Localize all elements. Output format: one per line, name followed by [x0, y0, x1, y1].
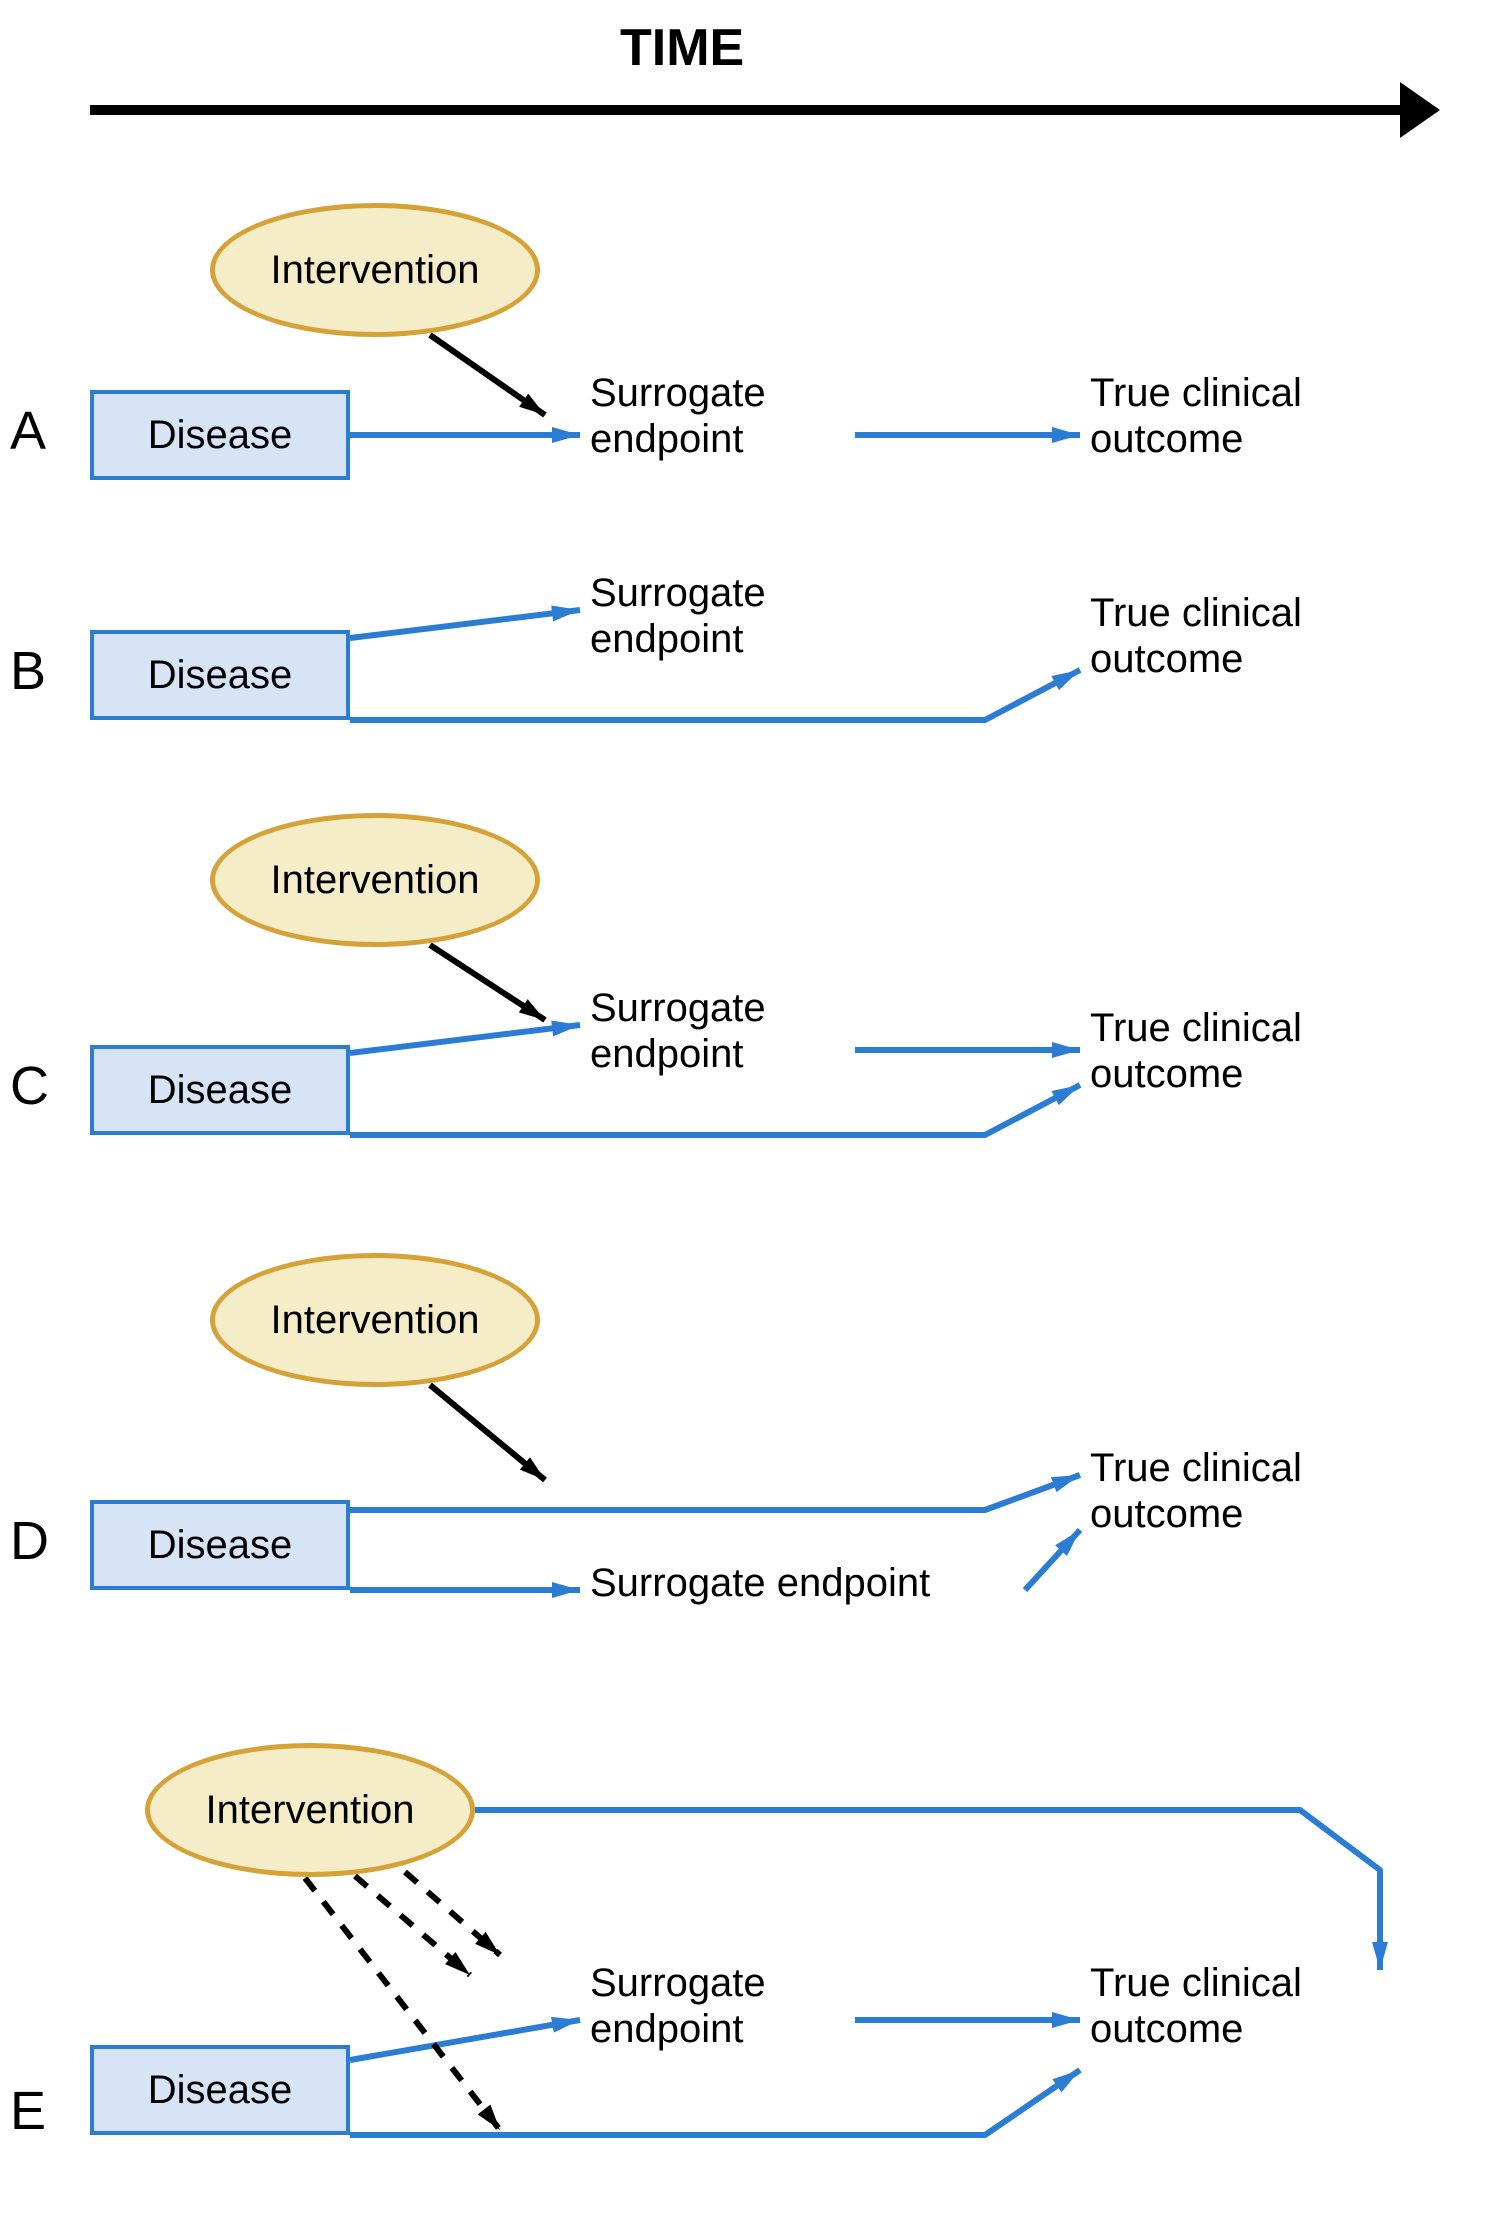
true-clinical-outcome-label: True clinicaloutcome	[1090, 590, 1302, 682]
true-clinical-outcome-label: True clinicaloutcome	[1090, 1960, 1302, 2052]
time-title: TIME	[620, 18, 744, 78]
panel-label-c: C	[10, 1055, 49, 1117]
disease-box: Disease	[90, 1500, 350, 1590]
surrogate-endpoint-label: Surrogateendpoint	[590, 570, 766, 662]
disease-box: Disease	[90, 1045, 350, 1135]
surrogate-endpoint-label: Surrogateendpoint	[590, 370, 766, 462]
intervention-ellipse: Intervention	[210, 813, 540, 947]
surrogate-endpoint-label: Surrogateendpoint	[590, 985, 766, 1077]
intervention-ellipse: Intervention	[145, 1743, 475, 1877]
panel-label-d: D	[10, 1510, 49, 1572]
diagram-canvas: TIME A Disease Intervention Surrogateendpoin…	[0, 0, 1491, 2229]
surrogate-endpoint-label: Surrogateendpoint	[590, 1960, 766, 2052]
surrogate-endpoint-label: Surrogate endpoint	[590, 1560, 930, 1606]
intervention-ellipse: Intervention	[210, 1253, 540, 1387]
true-clinical-outcome-label: True clinicaloutcome	[1090, 1005, 1302, 1097]
disease-box: Disease	[90, 390, 350, 480]
panel-label-e: E	[10, 2080, 46, 2142]
panel-label-a: A	[10, 400, 46, 462]
true-clinical-outcome-label: True clinicaloutcome	[1090, 370, 1302, 462]
disease-box: Disease	[90, 630, 350, 720]
true-clinical-outcome-label: True clinicaloutcome	[1090, 1445, 1302, 1537]
intervention-ellipse: Intervention	[210, 203, 540, 337]
disease-box: Disease	[90, 2045, 350, 2135]
panel-label-b: B	[10, 640, 46, 702]
